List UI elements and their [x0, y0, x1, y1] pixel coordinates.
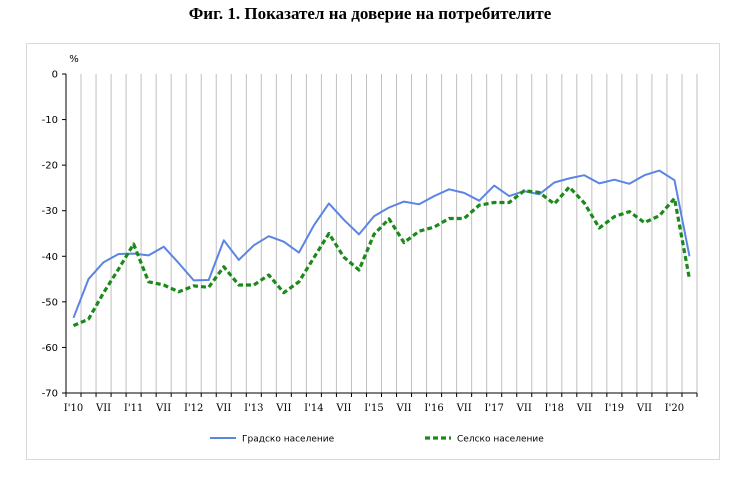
legend-label: Градско население: [242, 435, 335, 445]
x-tick-label: І'19: [605, 403, 624, 414]
x-tick-label: І'10: [64, 403, 83, 414]
y-tick-label: -40: [42, 252, 58, 263]
x-tick-label: VII: [215, 403, 231, 414]
x-tick-label: VII: [576, 403, 592, 414]
series-layer: [72, 169, 692, 328]
x-tick-label: VII: [95, 403, 111, 414]
x-tick-label: І'20: [665, 403, 684, 414]
grid-layer: [80, 74, 698, 393]
x-tick-label: І'16: [424, 403, 443, 414]
axis-layer: 0 -10 -20 -30 -40 -50 -60 -70 І'10 VII І'11 VII І'12…: [42, 70, 698, 414]
y-tick-label: -30: [42, 206, 58, 217]
y-tick-label: -10: [42, 115, 58, 126]
x-tick-label: VII: [335, 403, 351, 414]
y-tick-label: 0: [52, 70, 58, 81]
legend-label: Селско население: [457, 435, 544, 445]
x-tick-label: VII: [275, 403, 291, 414]
legend: Градско население Селско население: [210, 435, 544, 445]
x-tick-label: VII: [516, 403, 532, 414]
series-line-urban: [72, 169, 691, 319]
x-tick-label: І'13: [244, 403, 263, 414]
series-line-rural: [72, 185, 692, 328]
x-tick-label: І'11: [124, 403, 143, 414]
x-tick-label: VII: [636, 403, 652, 414]
chart-frame: [26, 43, 720, 460]
chart-title: Фиг. 1. Показател на доверие на потребит…: [188, 4, 552, 23]
x-tick-label: VII: [155, 403, 171, 414]
x-tick-label: І'15: [364, 403, 383, 414]
y-tick-label: -20: [42, 161, 58, 172]
x-tick-label: VII: [456, 403, 472, 414]
x-tick-label: І'18: [545, 403, 564, 414]
x-tick-label: І'12: [184, 403, 203, 414]
y-tick-label: -50: [42, 297, 58, 308]
x-tick-label: VII: [395, 403, 411, 414]
x-tick-label: І'14: [304, 403, 323, 414]
x-tick-label: І'17: [484, 403, 503, 414]
y-axis-unit-label: %: [69, 54, 79, 65]
y-tick-label: -60: [42, 343, 58, 354]
y-tick-label: -70: [42, 389, 58, 400]
